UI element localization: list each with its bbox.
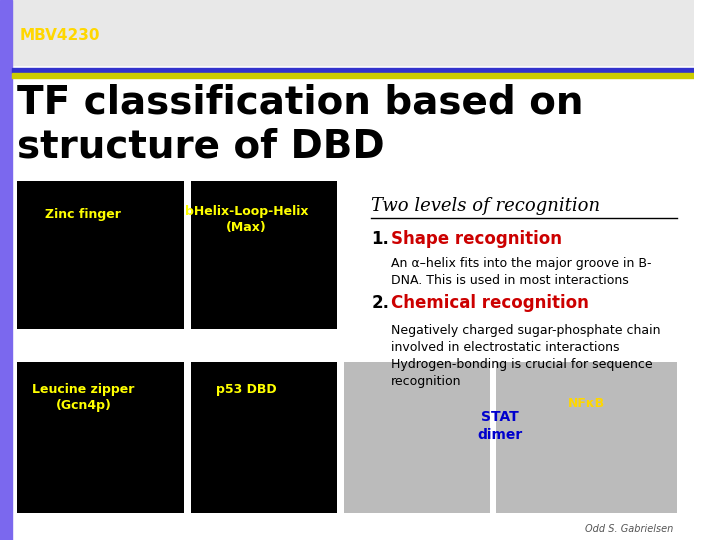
Text: bHelix-Loop-Helix
(Max): bHelix-Loop-Helix (Max): [185, 205, 308, 234]
Bar: [17, 362, 184, 513]
Bar: [0, 0, 12, 540]
Bar: [17, 181, 184, 329]
Bar: [191, 362, 337, 513]
Text: TF classification based on
structure of DBD: TF classification based on structure of …: [17, 84, 584, 166]
Bar: [343, 362, 490, 513]
Text: STAT
dimer: STAT dimer: [477, 410, 523, 442]
Text: 2.: 2.: [372, 294, 390, 312]
Bar: [0, 0, 694, 65]
Bar: [497, 362, 677, 513]
Text: An α–helix fits into the major groove in B-
DNA. This is used in most interactio: An α–helix fits into the major groove in…: [391, 256, 652, 287]
Text: Negatively charged sugar-phosphate chain
involved in electrostatic interactions
: Negatively charged sugar-phosphate chain…: [391, 324, 660, 388]
Text: MBV4230: MBV4230: [19, 28, 100, 43]
Text: Zinc finger: Zinc finger: [45, 208, 121, 221]
Bar: [12, 73, 694, 78]
Bar: [12, 68, 694, 73]
Text: Odd S. Gabrielsen: Odd S. Gabrielsen: [585, 523, 673, 534]
Text: 1.: 1.: [372, 230, 390, 247]
Text: p53 DBD: p53 DBD: [216, 383, 276, 396]
Text: Leucine zipper
(Gcn4p): Leucine zipper (Gcn4p): [32, 383, 135, 413]
Text: Chemical recognition: Chemical recognition: [391, 294, 589, 312]
Text: NFκB: NFκB: [568, 397, 606, 410]
Bar: [191, 181, 337, 329]
Text: Shape recognition: Shape recognition: [391, 230, 562, 247]
Text: Two levels of recognition: Two levels of recognition: [372, 197, 600, 215]
